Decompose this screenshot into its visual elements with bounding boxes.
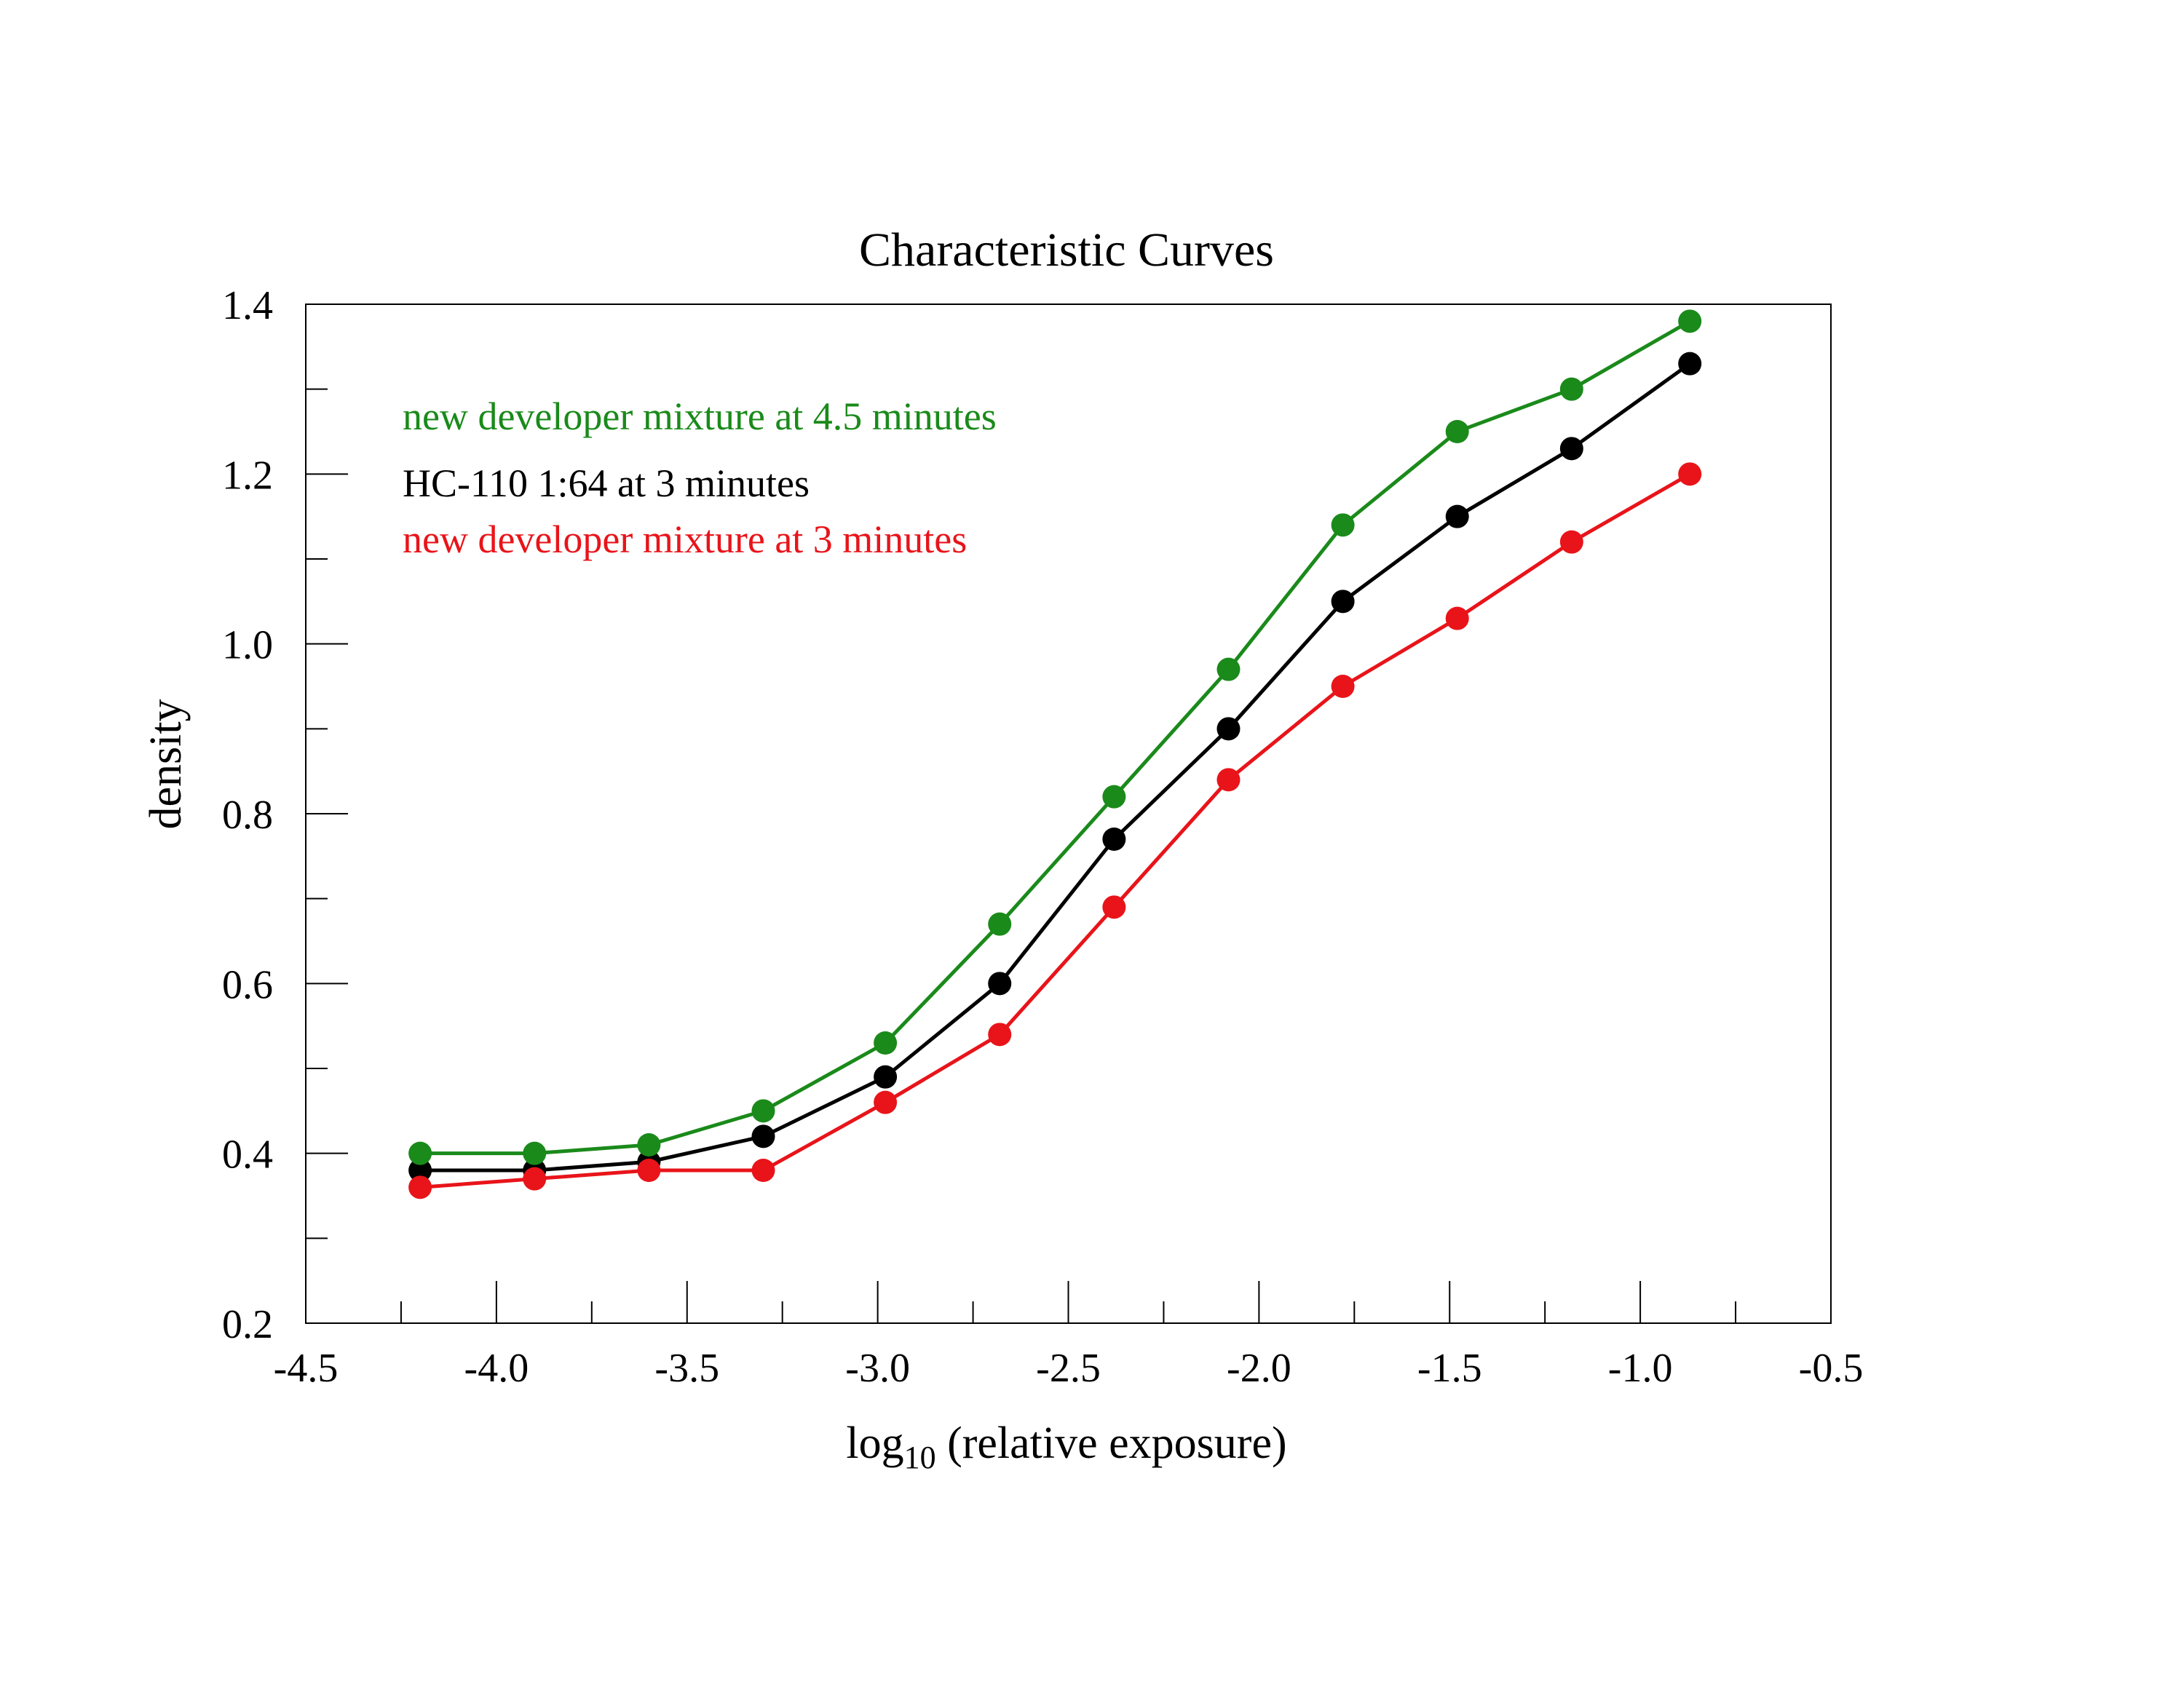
legend-entry-black: HC-110 1:64 at 3 minutes bbox=[403, 461, 810, 505]
series-line-red bbox=[419, 472, 1691, 1189]
series-line-green bbox=[420, 320, 1691, 1156]
data-point-red bbox=[874, 1090, 898, 1114]
data-point-red bbox=[988, 1023, 1012, 1047]
x-axis-label: log10 (relative exposure) bbox=[846, 1419, 1286, 1475]
y-tick-label: 0.4 bbox=[222, 1132, 273, 1178]
data-point-red bbox=[1445, 606, 1469, 630]
x-tick-label: -4.0 bbox=[464, 1346, 529, 1391]
y-tick-label: 1.4 bbox=[222, 283, 273, 328]
data-point-green bbox=[874, 1031, 898, 1055]
legend: new developer mixture at 4.5 minutes HC-… bbox=[403, 394, 997, 561]
x-tick-label: -2.5 bbox=[1036, 1346, 1101, 1391]
data-point-green bbox=[988, 912, 1012, 936]
x-tick-label: -1.5 bbox=[1417, 1346, 1482, 1391]
data-point-red bbox=[408, 1175, 432, 1199]
data-point-red bbox=[1102, 895, 1126, 919]
data-point-black bbox=[1102, 828, 1126, 851]
data-point-red bbox=[1559, 530, 1583, 554]
data-point-red bbox=[523, 1167, 547, 1191]
data-point-green bbox=[1559, 377, 1583, 401]
x-tick-label: -3.5 bbox=[654, 1346, 719, 1391]
y-tick-label: 1.2 bbox=[222, 453, 273, 498]
data-point-black bbox=[988, 972, 1012, 996]
x-tick-label: -0.5 bbox=[1799, 1346, 1864, 1391]
data-point-green bbox=[637, 1133, 661, 1157]
data-point-red bbox=[637, 1159, 661, 1182]
x-axis-label-subscript: 10 bbox=[904, 1440, 936, 1475]
data-point-green bbox=[1445, 420, 1469, 443]
y-tick-label: 0.2 bbox=[222, 1302, 273, 1347]
y-axis-ticks bbox=[306, 304, 348, 1324]
y-tick-label: 1.0 bbox=[222, 623, 273, 668]
series-layer bbox=[408, 309, 1702, 1199]
legend-entry-red: new developer mixture at 3 minutes bbox=[403, 517, 967, 561]
data-point-green bbox=[1678, 309, 1702, 333]
x-tick-label: -2.0 bbox=[1227, 1346, 1291, 1391]
chart-title: Characteristic Curves bbox=[859, 223, 1274, 277]
y-tick-label: 0.6 bbox=[222, 962, 273, 1007]
data-point-red bbox=[1331, 675, 1355, 698]
x-axis-label-rest: (relative exposure) bbox=[936, 1419, 1287, 1468]
data-point-green bbox=[408, 1141, 432, 1165]
data-point-red bbox=[751, 1159, 775, 1182]
y-axis-label: density bbox=[141, 699, 191, 829]
x-tick-label: -3.0 bbox=[845, 1346, 910, 1391]
x-axis-ticks bbox=[305, 1281, 1832, 1323]
data-point-green bbox=[523, 1141, 547, 1165]
y-axis-tick-labels: 0.2 0.4 0.6 0.8 1.0 1.2 1.4 bbox=[222, 283, 273, 1347]
x-axis-tick-labels: -4.5 -4.0 -3.5 -3.0 -2.5 -2.0 -1.5 -1.0 -0.5 bbox=[274, 1346, 1864, 1391]
data-point-black bbox=[1216, 717, 1241, 741]
data-point-green bbox=[1331, 513, 1355, 537]
series-red bbox=[408, 462, 1702, 1199]
data-point-red bbox=[1678, 462, 1702, 486]
y-tick-label: 0.8 bbox=[222, 793, 273, 838]
data-point-green bbox=[1216, 657, 1241, 681]
data-point-black bbox=[1331, 590, 1355, 614]
data-point-black bbox=[408, 1159, 432, 1182]
data-point-red bbox=[1216, 768, 1241, 792]
data-point-black bbox=[874, 1065, 898, 1089]
x-tick-label: -1.0 bbox=[1608, 1346, 1673, 1391]
data-point-green bbox=[751, 1099, 775, 1123]
data-point-black bbox=[1445, 504, 1469, 528]
x-tick-label: -4.5 bbox=[274, 1346, 339, 1391]
data-point-black bbox=[751, 1124, 775, 1149]
series-black bbox=[408, 352, 1702, 1182]
legend-entry-green: new developer mixture at 4.5 minutes bbox=[403, 394, 997, 438]
data-point-green bbox=[1102, 785, 1126, 809]
series-line-black bbox=[420, 362, 1691, 1173]
series-green bbox=[408, 309, 1702, 1165]
data-point-black bbox=[1678, 352, 1702, 376]
x-axis-label-log: log bbox=[846, 1419, 903, 1468]
data-point-black bbox=[1559, 437, 1583, 461]
